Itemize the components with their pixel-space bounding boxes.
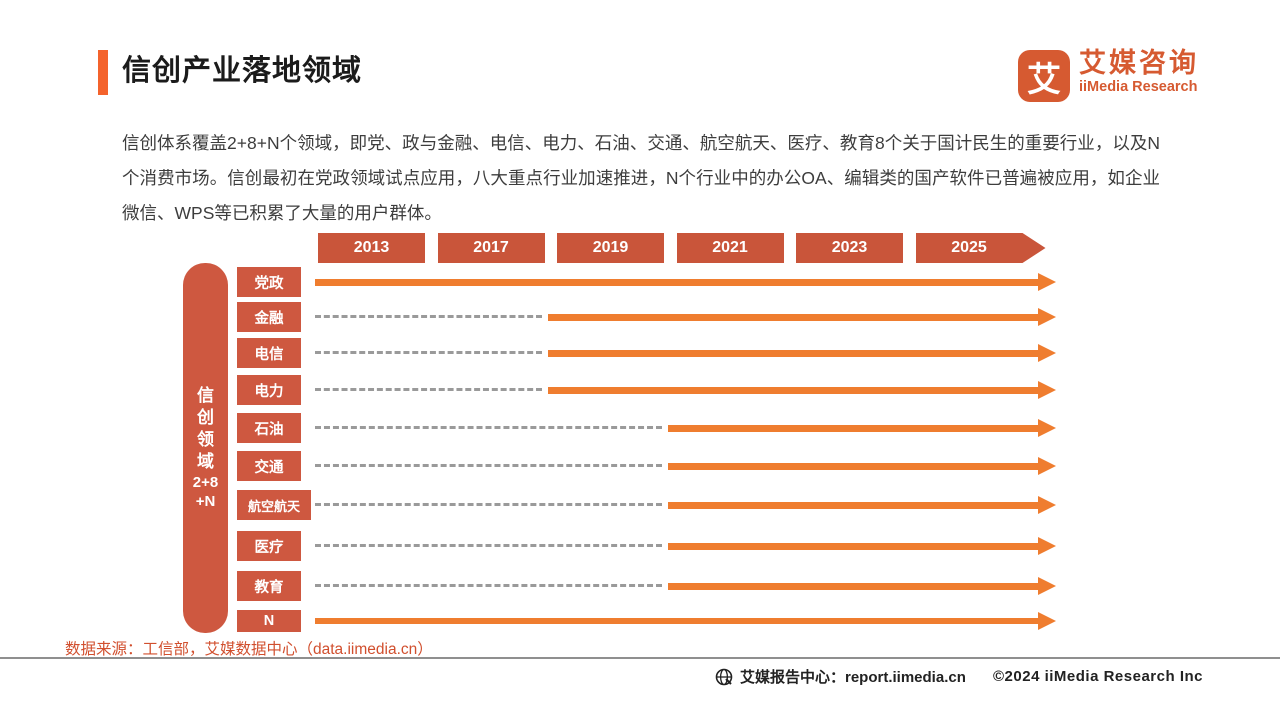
row-arrow-head xyxy=(1038,537,1056,555)
row-arrow-head xyxy=(1038,577,1056,595)
row-dashed-line xyxy=(315,584,662,587)
row-label-9: 教育 xyxy=(237,571,301,601)
row-label-3: 电信 xyxy=(237,338,301,368)
row-arrow-head xyxy=(1038,496,1056,514)
year-box-2019: 2019 xyxy=(557,233,664,263)
row-dashed-line xyxy=(315,464,662,467)
row-arrow-shaft xyxy=(668,501,1038,509)
row-label-7: 航空航天 xyxy=(237,490,311,520)
axis-label-line: 信 xyxy=(197,386,214,405)
year-box-2023: 2023 xyxy=(796,233,903,263)
row-arrow-shaft xyxy=(548,349,1038,357)
year-box-2021: 2021 xyxy=(676,233,784,263)
report-center-text: 艾媒报告中心：report.iimedia.cn xyxy=(740,669,966,686)
row-dashed-line xyxy=(315,351,542,354)
row-label-1: 党政 xyxy=(237,267,301,297)
row-dashed-line xyxy=(315,503,662,506)
axis-label-line: 2+8 xyxy=(192,474,219,491)
page-title: 信创产业落地领域 xyxy=(122,55,363,87)
row-arrow-head xyxy=(1038,308,1056,326)
row-arrow-shaft xyxy=(315,278,1038,286)
iimedia-logo: 艾 艾媒咨询 iiMedia Research xyxy=(1018,50,1199,102)
row-arrow-shaft xyxy=(548,313,1038,321)
row-arrow-shaft xyxy=(668,582,1038,590)
iimedia-logo-icon: 艾 xyxy=(1018,50,1070,102)
row-label-4: 电力 xyxy=(237,375,301,405)
copyright-text: ©2024 iiMedia Research Inc xyxy=(993,668,1203,685)
globe-icon xyxy=(715,668,733,685)
year-box-2017: 2017 xyxy=(437,233,545,263)
axis-label-line: +N xyxy=(195,493,216,510)
axis-label-line: 创 xyxy=(197,408,214,427)
row-arrow-shaft xyxy=(668,424,1038,432)
row-arrow-head xyxy=(1038,457,1056,475)
row-arrow-head xyxy=(1038,419,1056,437)
row-arrow-shaft xyxy=(668,542,1038,550)
row-arrow-head xyxy=(1038,612,1056,630)
footer-report-center: 艾媒报告中心：report.iimedia.cn xyxy=(715,666,966,687)
row-arrow-shaft xyxy=(548,386,1038,394)
row-dashed-line xyxy=(315,388,542,391)
row-arrow-head xyxy=(1038,381,1056,399)
title-accent-bar xyxy=(98,50,108,95)
row-dashed-line xyxy=(315,315,542,318)
row-arrow-head xyxy=(1038,344,1056,362)
logo-text: 艾媒咨询 iiMedia Research xyxy=(1079,50,1199,95)
data-source-note: 数据来源：工信部，艾媒数据中心（data.iimedia.cn） xyxy=(65,641,433,658)
logo-name-cn: 艾媒咨询 xyxy=(1079,48,1199,78)
row-label-2: 金融 xyxy=(237,302,301,332)
year-box-2013: 2013 xyxy=(318,233,425,263)
row-dashed-line xyxy=(315,544,662,547)
intro-paragraph: 信创体系覆盖2+8+N个领域，即党、政与金融、电信、电力、石油、交通、航空航天、… xyxy=(122,133,1160,223)
year-box-2025: 2025 xyxy=(915,233,1046,263)
row-dashed-line xyxy=(315,426,662,429)
row-label-8: 医疗 xyxy=(237,531,301,561)
row-arrow-shaft xyxy=(315,618,1038,624)
footer-divider xyxy=(0,657,1280,659)
row-arrow-shaft xyxy=(668,462,1038,470)
row-arrow-head xyxy=(1038,273,1056,291)
logo-name-en: iiMedia Research xyxy=(1079,79,1198,95)
axis-label-line: 域 xyxy=(197,452,214,471)
chart-axis-label: 信创领域 2+8 +N xyxy=(183,263,228,633)
row-label-10: N xyxy=(237,610,301,632)
axis-label-line: 领 xyxy=(197,430,214,449)
row-label-6: 交通 xyxy=(237,451,301,481)
row-label-5: 石油 xyxy=(237,413,301,443)
